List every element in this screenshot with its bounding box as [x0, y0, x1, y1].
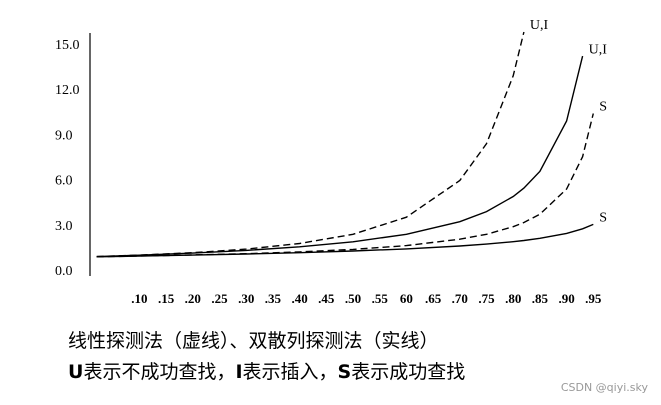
caption-segment: I	[235, 361, 242, 383]
y-tick-label: 0.0	[55, 264, 73, 279]
y-tick-label: 9.0	[55, 128, 73, 143]
x-tick-label: .75	[478, 291, 495, 306]
x-tick-label: .70	[452, 291, 468, 306]
x-tick-label: .65	[425, 291, 442, 306]
x-tick-label: .20	[185, 291, 201, 306]
x-tick-label: 60	[400, 291, 413, 306]
caption-segment: 表示成功查找	[351, 361, 465, 383]
x-tick-label: .50	[345, 291, 361, 306]
series-line	[96, 223, 594, 258]
y-tick-label: 12.0	[55, 83, 80, 98]
series-label: U,I	[530, 18, 549, 33]
y-tick-label: 3.0	[55, 219, 73, 234]
caption-segment: U	[68, 361, 83, 383]
caption-segment: S	[338, 361, 352, 383]
x-tick-label: .85	[532, 291, 549, 306]
caption: U表示不成功查找，I表示插入，S表示成功查找	[68, 361, 465, 383]
x-tick-label: .90	[558, 291, 574, 306]
watermark: CSDN @qiyi.sky	[561, 381, 649, 394]
caption-segment: 表示插入，	[243, 361, 338, 383]
series-label: S	[599, 100, 607, 115]
x-tick-label: .35	[265, 291, 282, 306]
caption: 线性探测法（虚线）、双散列探测法（实线）	[68, 330, 439, 352]
caption-segment: 表示不成功查找，	[83, 361, 235, 383]
y-tick-label: 15.0	[55, 38, 80, 53]
x-tick-label: .80	[505, 291, 521, 306]
series-line	[96, 55, 584, 258]
x-tick-label: .30	[238, 291, 254, 306]
x-tick-label: .40	[291, 291, 307, 306]
x-tick-label: .55	[372, 291, 389, 306]
series-line	[96, 31, 525, 258]
x-tick-label: .25	[211, 291, 228, 306]
series-label: U,I	[589, 42, 608, 57]
caption-segment: 线性探测法（虚线）、双散列探测法（实线）	[68, 330, 439, 352]
x-tick-label: .15	[158, 291, 175, 306]
series-line	[96, 113, 594, 258]
x-tick-label: .45	[318, 291, 335, 306]
series-label: S	[599, 211, 607, 226]
y-tick-label: 6.0	[55, 174, 73, 189]
x-tick-label: .95	[585, 291, 602, 306]
x-tick-label: .10	[131, 291, 147, 306]
